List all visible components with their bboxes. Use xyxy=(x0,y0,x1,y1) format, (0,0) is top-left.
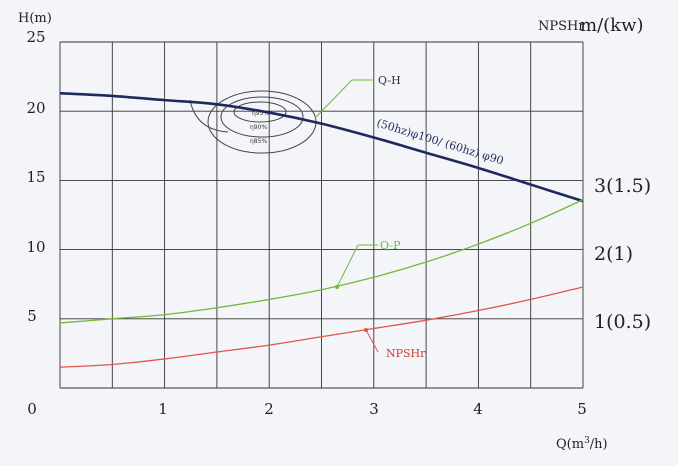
x-tick-2: 2 xyxy=(264,400,274,418)
x-axis-label-sup: 3 xyxy=(584,436,590,446)
x-tick-1: 1 xyxy=(158,400,168,418)
series-line-q-h xyxy=(59,91,584,203)
y-left-label: H(m) xyxy=(18,11,52,26)
x-axis-label-main: Q(m xyxy=(556,437,584,452)
y-right-axis: NPSHr m/(kw) 3(1.5) 2(1) 1(0.5) xyxy=(538,15,651,333)
contour-label-95: η95% xyxy=(252,110,269,117)
contour-90 xyxy=(220,96,304,138)
x-tick-5: 5 xyxy=(577,400,587,418)
y-tick-10: 10 xyxy=(26,238,45,256)
y-right-tick-1: 1(0.5) xyxy=(594,311,651,333)
x-tick-0: 0 xyxy=(27,400,37,418)
contour-95 xyxy=(233,101,287,123)
marker-qp xyxy=(335,285,339,289)
marker-npshr xyxy=(364,328,368,332)
series-lines xyxy=(59,91,584,368)
contour-label-90: η90% xyxy=(250,124,267,131)
y-tick-25: 25 xyxy=(26,28,45,46)
y-right-tick-3: 3(1.5) xyxy=(594,175,651,197)
y-right-label-big: m/(kw) xyxy=(580,15,644,36)
y-right-tick-2: 2(1) xyxy=(594,243,633,265)
contour-label-85: η85% xyxy=(250,138,267,145)
y-tick-15: 15 xyxy=(26,168,45,186)
y-right-label-small: NPSHr xyxy=(538,19,585,34)
y-tick-5: 5 xyxy=(27,307,37,325)
grid xyxy=(59,41,584,389)
x-tick-4: 4 xyxy=(473,400,483,418)
series-line-q-p xyxy=(59,199,584,324)
leader-qp xyxy=(336,244,359,288)
x-axis-label-end: /h) xyxy=(590,437,608,452)
annotation-qp: Q-P xyxy=(380,239,401,252)
leader-npshr xyxy=(365,329,379,353)
y-left-axis: H(m) 25 20 15 10 5 xyxy=(18,11,52,325)
x-axis: 0 1 2 3 4 5 Q(m3/h) xyxy=(27,400,607,452)
contour-tail xyxy=(189,99,229,133)
annotation-npshr: NPSHr xyxy=(386,347,426,360)
y-tick-20: 20 xyxy=(26,99,45,117)
x-axis-label: Q(m3/h) xyxy=(556,436,608,452)
annotation-qh: Q-H xyxy=(378,74,401,87)
series-line-npshr xyxy=(59,286,584,368)
x-tick-3: 3 xyxy=(369,400,379,418)
leader-qh xyxy=(314,79,353,119)
